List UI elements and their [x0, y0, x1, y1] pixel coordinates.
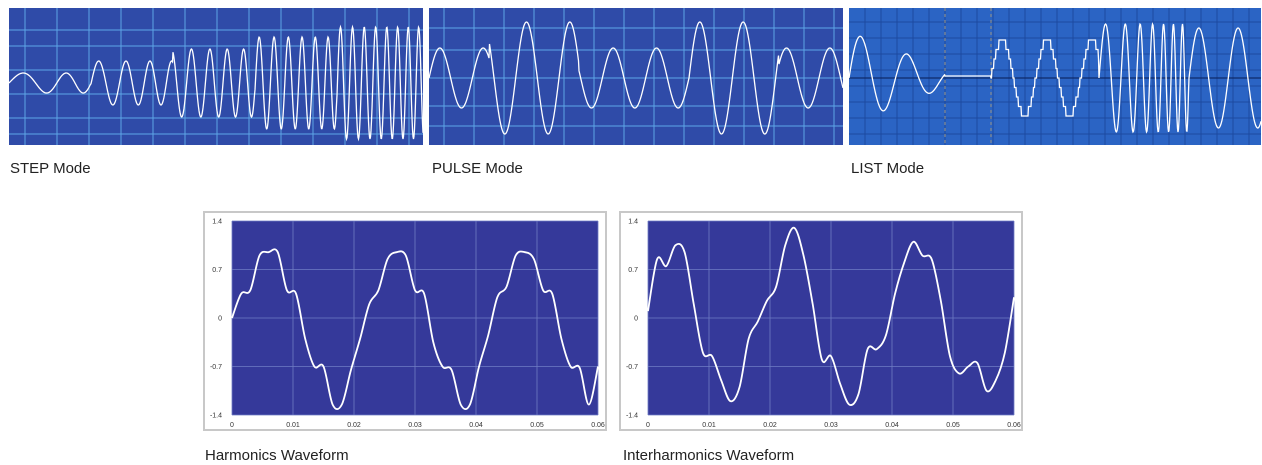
interharmonics-caption: Interharmonics Waveform: [623, 447, 795, 464]
y-tick-label: -0.7: [210, 364, 222, 371]
harmonics-chart: 0 0.01 0.02 0.03 0.04 0.05 0.06 1.4 0.7 0 -0.7 -1.4: [203, 211, 607, 431]
x-tick-label: 0.05: [530, 422, 544, 429]
scope-trace: [9, 24, 423, 142]
x-tick-label: 0.03: [824, 422, 838, 429]
y-tick-label: 0: [634, 316, 638, 323]
list-mode-waveform: [849, 8, 1261, 145]
x-tick-label: 0.01: [702, 422, 716, 429]
y-tick-label: 1.4: [628, 219, 638, 226]
x-tick-label: 0.04: [469, 422, 483, 429]
x-tick-label: 0.02: [347, 422, 361, 429]
x-tick-label: 0.01: [286, 422, 300, 429]
x-tick-label: 0.05: [946, 422, 960, 429]
step-mode-caption: STEP Mode: [10, 160, 91, 177]
y-tick-label: -1.4: [626, 413, 638, 420]
interharmonics-chart-svg: 0 0.01 0.02 0.03 0.04 0.05 0.06 1.4 0.7 0 -0.7 -1.4: [626, 219, 1021, 430]
interharmonics-chart: 0 0.01 0.02 0.03 0.04 0.05 0.06 1.4 0.7 0 -0.7 -1.4: [619, 211, 1023, 431]
y-tick-label: 0.7: [628, 267, 638, 274]
x-tick-label: 0.06: [1007, 422, 1021, 429]
scope-background: [9, 8, 423, 145]
y-tick-label: -1.4: [210, 413, 222, 420]
harmonics-caption: Harmonics Waveform: [205, 447, 349, 464]
scope-trace: [429, 21, 843, 135]
y-tick-label: 0: [218, 316, 222, 323]
step-mode-scope: [9, 8, 423, 145]
list-mode-scope: [849, 8, 1261, 145]
harmonics-chart-svg: 0 0.01 0.02 0.03 0.04 0.05 0.06 1.4 0.7 0 -0.7 -1.4: [210, 219, 605, 430]
pulse-mode-caption: PULSE Mode: [432, 160, 523, 177]
step-mode-waveform: [9, 8, 423, 145]
x-tick-label: 0.06: [591, 422, 605, 429]
x-tick-label: 0.02: [763, 422, 777, 429]
pulse-mode-scope: [429, 8, 843, 145]
pulse-mode-waveform: [429, 8, 843, 145]
y-tick-label: 0.7: [212, 267, 222, 274]
x-tick-label: 0.04: [885, 422, 899, 429]
x-tick-label: 0: [230, 422, 234, 429]
x-tick-label: 0.03: [408, 422, 422, 429]
scope-trace: [849, 21, 1261, 134]
y-tick-label: -0.7: [626, 364, 638, 371]
list-mode-caption: LIST Mode: [851, 160, 925, 177]
series-line: [647, 226, 1015, 406]
x-tick-label: 0: [646, 422, 650, 429]
y-tick-label: 1.4: [212, 219, 222, 226]
series-line: [231, 248, 599, 411]
